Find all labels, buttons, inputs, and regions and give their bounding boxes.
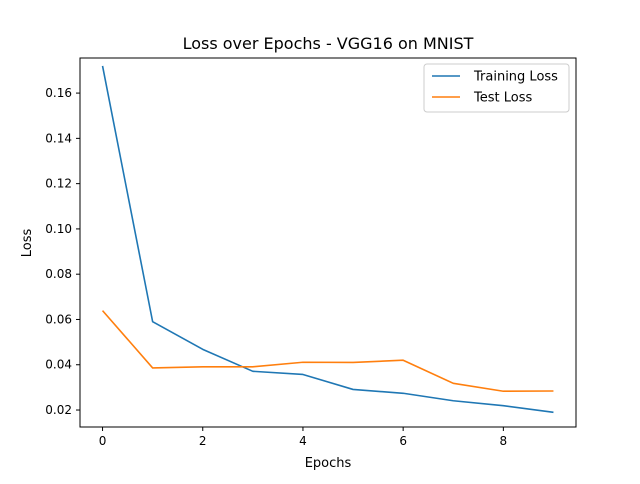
- legend-label: Test Loss: [473, 91, 532, 106]
- y-tick-label: 0.04: [45, 358, 72, 372]
- legend: Training Loss Test Loss: [424, 64, 569, 112]
- x-tick-label: 0: [99, 434, 107, 448]
- x-tick-label: 8: [500, 434, 508, 448]
- chart-title: Loss over Epochs - VGG16 on MNIST: [183, 34, 474, 53]
- x-axis-label: Epochs: [305, 456, 352, 471]
- x-tick-label: 4: [299, 434, 307, 448]
- y-axis-label: Loss: [20, 229, 35, 258]
- y-tick-label: 0.10: [45, 222, 72, 236]
- x-tick-label: 2: [199, 434, 207, 448]
- y-tick-label: 0.06: [45, 312, 72, 326]
- y-tick-label: 0.08: [45, 267, 72, 281]
- y-tick-label: 0.12: [45, 177, 72, 191]
- y-tick-label: 0.02: [45, 403, 72, 417]
- legend-label: Training Loss: [473, 70, 558, 85]
- y-tick-label: 0.14: [45, 131, 72, 145]
- x-tick-label: 6: [399, 434, 407, 448]
- y-tick-label: 0.16: [45, 86, 72, 100]
